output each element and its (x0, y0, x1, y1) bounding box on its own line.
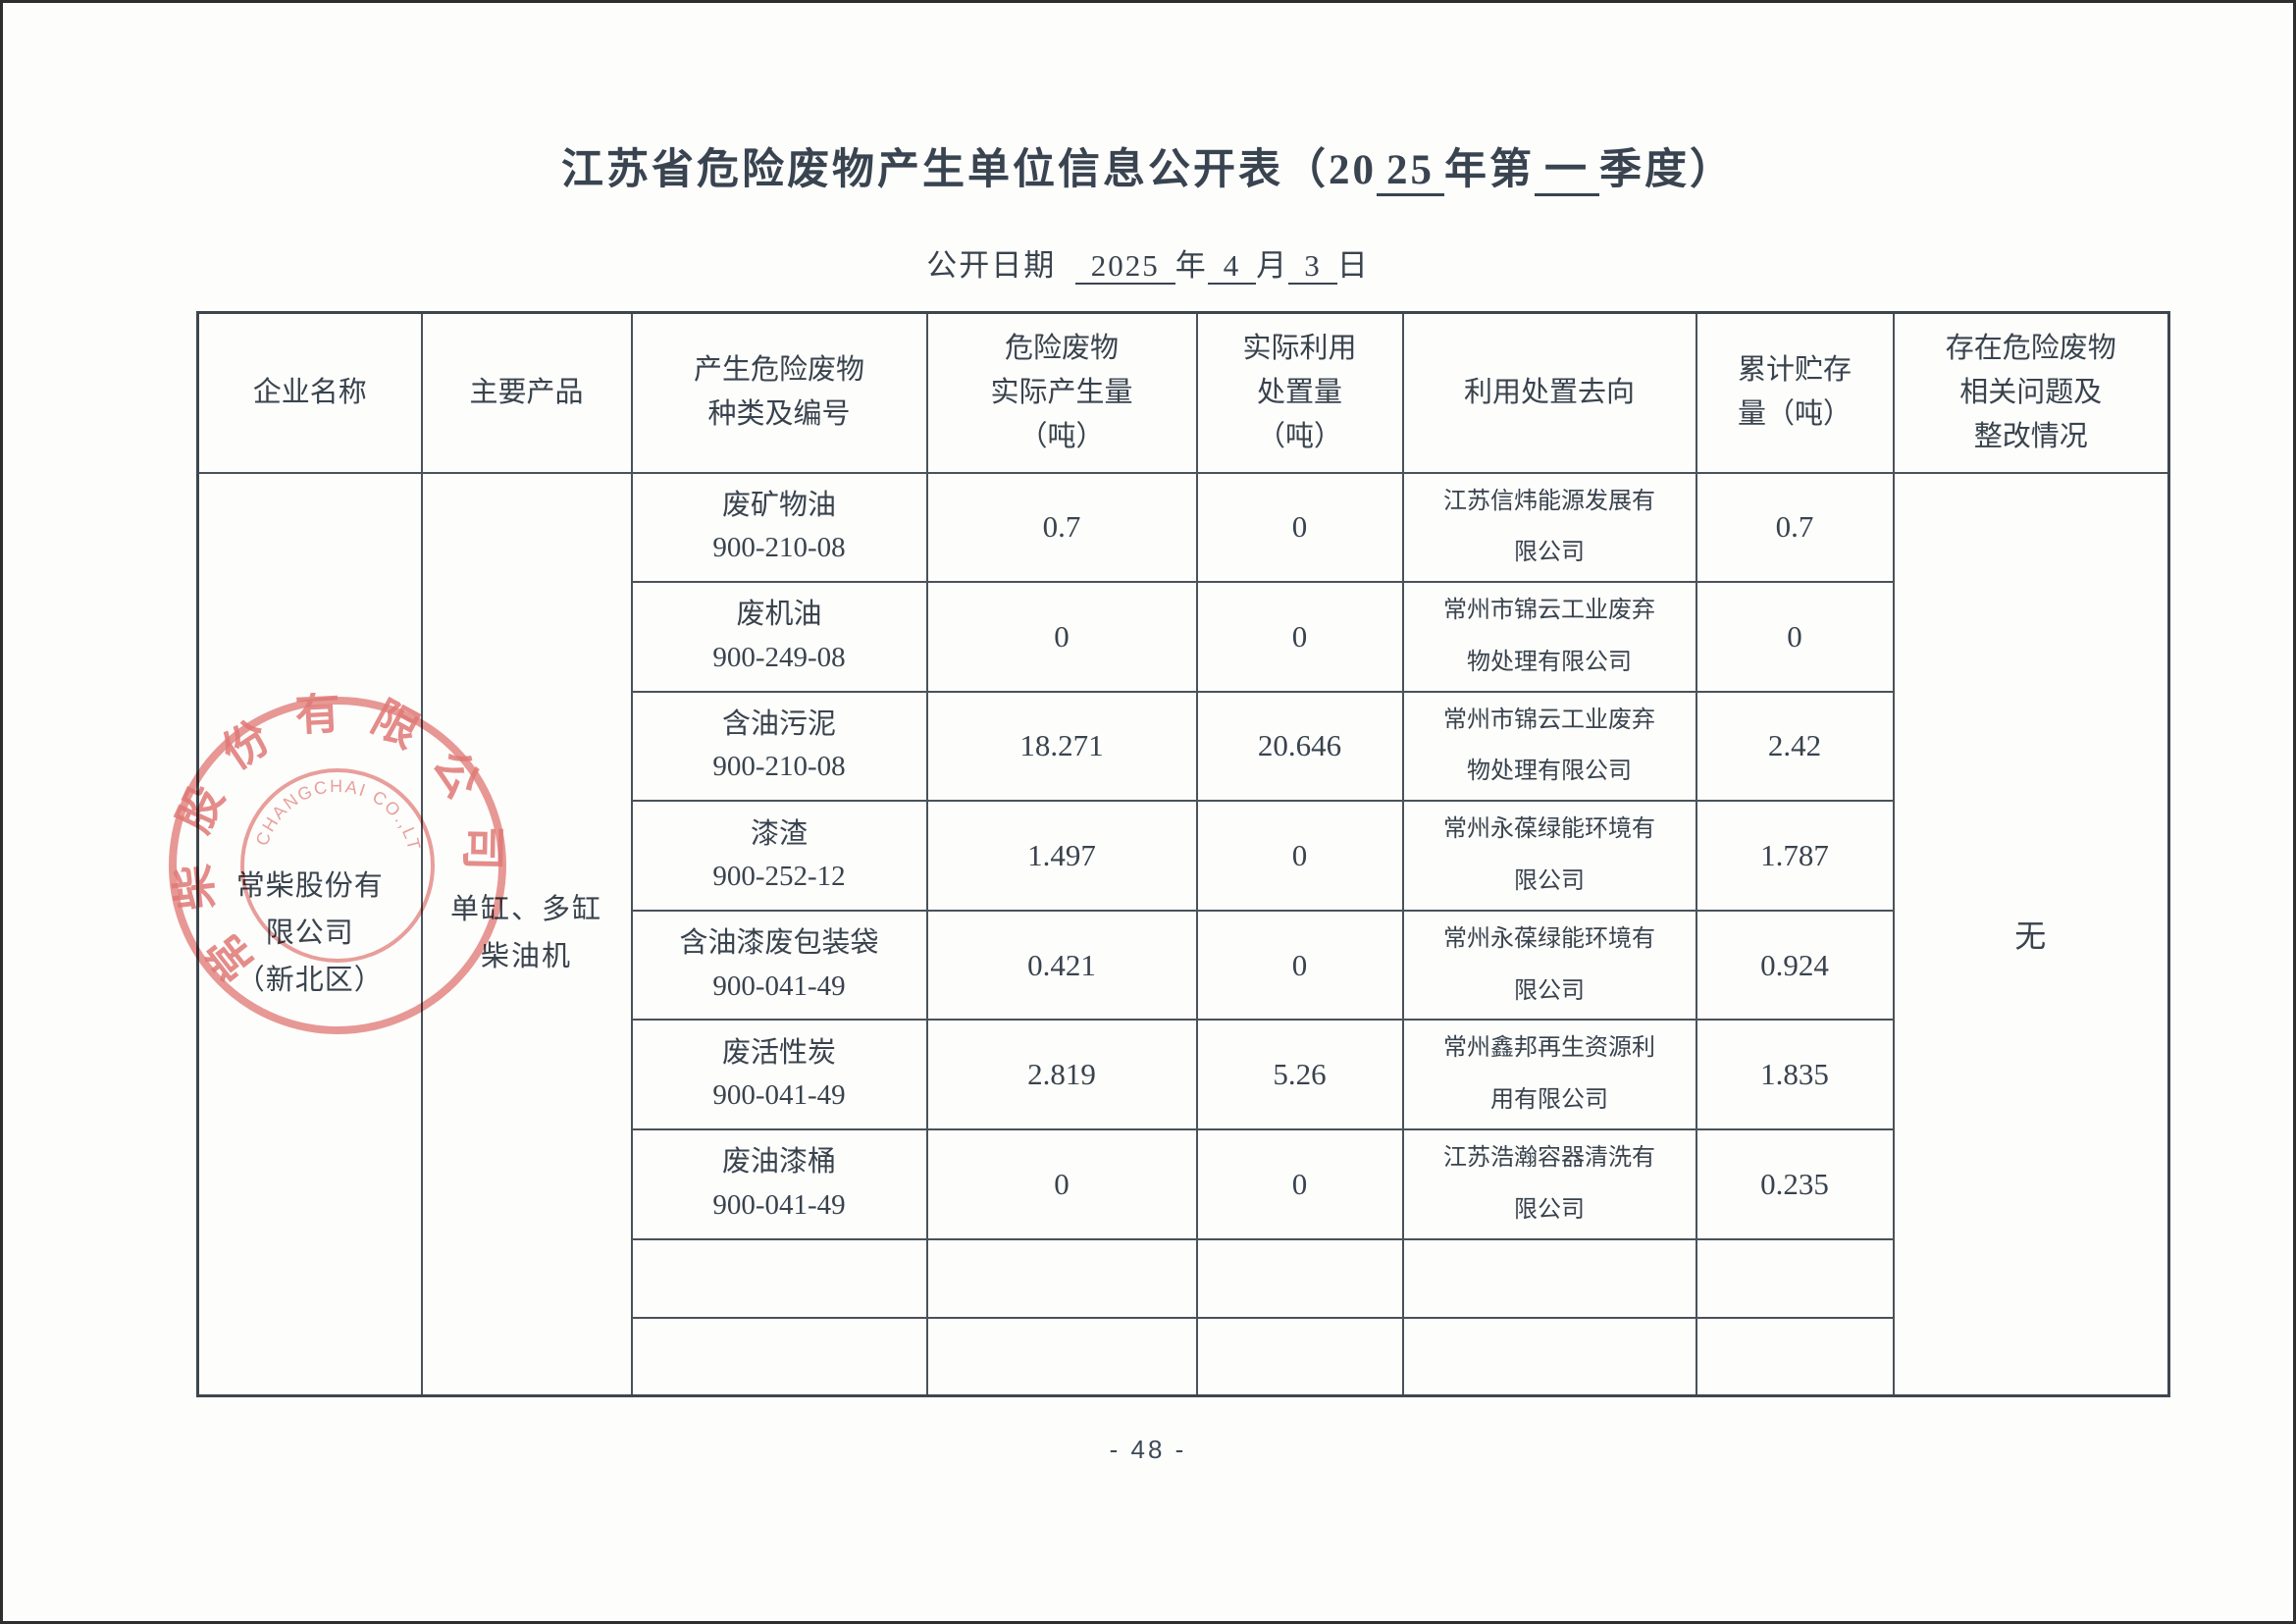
table-row: 含油污泥 900-210-08 18.271 20.646 常州市锦云工业废弃 … (198, 690, 2169, 803)
cell-disposed: 0 (1195, 909, 1404, 1022)
header-main-products: 主要产品 (420, 311, 633, 474)
cell-destination: 江苏信炜能源发展有 限公司 (1401, 471, 1697, 584)
table-row-empty (198, 1237, 2169, 1319)
cell-destination: 常州永葆绿能环境有 限公司 (1401, 909, 1697, 1022)
cell-issues: 无 (1892, 471, 2170, 1397)
cell-disposed: 0 (1195, 581, 1404, 693)
cell-destination-empty (1401, 1316, 1697, 1397)
header-company-name: 企业名称 (196, 311, 423, 474)
cell-generated: 0.7 (925, 471, 1198, 584)
date-year-unit: 年 (1174, 248, 1208, 283)
cell-storage: 0 (1695, 581, 1895, 693)
cell-waste-type: 废油漆桶 900-041-49 (630, 1128, 928, 1240)
cell-company-name: 常柴股份有 限公司 （新北区） (196, 471, 423, 1397)
cell-generated-empty (925, 1316, 1198, 1397)
cell-generated-empty (925, 1237, 1198, 1319)
cell-storage: 2.42 (1695, 690, 1895, 803)
cell-waste-type: 漆渣 900-252-12 (630, 800, 928, 912)
cell-disposed-empty (1195, 1316, 1404, 1397)
table-row: 常柴股份有 限公司 （新北区） 单缸、多缸 柴油机 废矿物油 900-210-0… (196, 471, 2170, 1397)
cell-storage-empty (1695, 1316, 1895, 1397)
cell-disposed: 5.26 (1195, 1019, 1404, 1131)
cell-waste-type: 废活性炭 900-041-49 (630, 1019, 928, 1131)
cell-destination: 江苏浩瀚容器清洗有 限公司 (1401, 1128, 1697, 1240)
date-month-unit: 月 (1256, 248, 1289, 283)
header-actual-disposed: 实际利用 处置量 （吨） (1195, 311, 1404, 474)
cell-destination: 常州市锦云工业废弃 物处理有限公司 (1401, 581, 1697, 693)
cell-generated: 0 (925, 581, 1198, 693)
table-row: 废活性炭 900-041-49 2.819 5.26 常州鑫邦再生资源利 用有限… (198, 1019, 2169, 1131)
table-row: 含油漆废包装袋 900-041-49 0.421 0 常州永葆绿能环境有 限公司… (198, 909, 2169, 1022)
header-disposal-destination: 利用处置去向 (1401, 311, 1697, 474)
cell-destination: 常州市锦云工业废弃 物处理有限公司 (1401, 690, 1697, 803)
title-prefix: 江苏省危险废物产生单位信息公开表（20 (561, 147, 1377, 193)
cell-waste-type: 含油污泥 900-210-08 (630, 690, 928, 803)
cell-disposed: 0 (1195, 1128, 1404, 1240)
title-quarter-blank: 一 (1535, 147, 1599, 196)
cell-destination: 常州永葆绿能环境有 限公司 (1401, 800, 1697, 912)
cell-storage: 0.235 (1695, 1128, 1895, 1240)
publish-date-line: 公开日期 2025 年 4 月 3 日 (0, 240, 2296, 285)
date-day-unit: 日 (1336, 248, 1370, 283)
title-mid: 年第 (1444, 147, 1535, 193)
cell-waste-type: 废机油 900-249-08 (630, 581, 928, 693)
cell-storage: 0.924 (1695, 909, 1895, 1022)
header-actual-generated: 危险废物 实际产生量 （吨） (925, 311, 1198, 474)
cell-storage-empty (1695, 1237, 1895, 1319)
page-title: 江苏省危险废物产生单位信息公开表（20 25 年第一季度） (0, 135, 2296, 196)
cell-generated: 2.819 (925, 1019, 1198, 1131)
table-row-empty (198, 1316, 2169, 1397)
hazardous-waste-table: 企业名称 主要产品 产生危险废物 种类及编号 危险废物 实际产生量 （吨） 实际… (196, 311, 2170, 1398)
date-label: 公开日期 (926, 248, 1057, 283)
table-row: 废机油 900-249-08 0 0 常州市锦云工业废弃 物处理有限公司 0 (198, 581, 2169, 693)
table-row: 漆渣 900-252-12 1.497 0 常州永葆绿能环境有 限公司 1.78… (198, 800, 2169, 912)
header-waste-type-code: 产生危险废物 种类及编号 (630, 311, 928, 474)
title-year-blank: 25 (1377, 147, 1444, 196)
header-issues-rectification: 存在危险废物 相关问题及 整改情况 (1892, 311, 2170, 474)
table-row: 废油漆桶 900-041-49 0 0 江苏浩瀚容器清洗有 限公司 0.235 (198, 1128, 2169, 1240)
cell-disposed-empty (1195, 1237, 1404, 1319)
cell-waste-type: 废矿物油 900-210-08 (630, 471, 928, 584)
page-number: - 48 - (1109, 1435, 1187, 1464)
cell-destination-empty (1401, 1237, 1697, 1319)
cell-storage: 1.835 (1695, 1019, 1895, 1131)
cell-generated: 0.421 (925, 909, 1198, 1022)
cell-generated: 18.271 (925, 690, 1198, 803)
date-month-blank: 4 (1207, 248, 1257, 285)
cell-generated: 1.497 (925, 800, 1198, 912)
cell-main-products: 单缸、多缸 柴油机 (420, 471, 633, 1397)
cell-waste-type: 含油漆废包装袋 900-041-49 (630, 909, 928, 1022)
table-header-row: 企业名称 主要产品 产生危险废物 种类及编号 危险废物 实际产生量 （吨） 实际… (196, 311, 2170, 474)
cell-disposed: 0 (1195, 800, 1404, 912)
cell-disposed: 0 (1195, 471, 1404, 584)
cell-waste-type-empty (630, 1316, 928, 1397)
cell-generated: 0 (925, 1128, 1198, 1240)
cell-waste-type-empty (630, 1237, 928, 1319)
header-cumulative-storage: 累计贮存 量（吨） (1695, 311, 1895, 474)
title-suffix: 季度） (1599, 147, 1735, 193)
cell-destination: 常州鑫邦再生资源利 用有限公司 (1401, 1019, 1697, 1131)
cell-disposed: 20.646 (1195, 690, 1404, 803)
date-year-blank: 2025 (1074, 248, 1175, 285)
cell-storage: 0.7 (1695, 471, 1895, 584)
cell-storage: 1.787 (1695, 800, 1895, 912)
date-day-blank: 3 (1288, 248, 1337, 285)
